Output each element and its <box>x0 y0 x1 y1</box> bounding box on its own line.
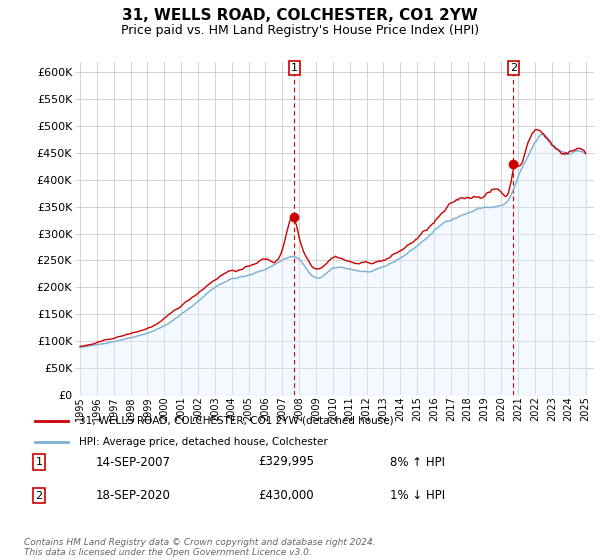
Text: 1: 1 <box>35 457 43 467</box>
Text: 31, WELLS ROAD, COLCHESTER, CO1 2YW: 31, WELLS ROAD, COLCHESTER, CO1 2YW <box>122 8 478 24</box>
Text: 14-SEP-2007: 14-SEP-2007 <box>96 455 171 469</box>
Text: £329,995: £329,995 <box>258 455 314 469</box>
Text: 2: 2 <box>510 63 517 73</box>
Text: 2: 2 <box>35 491 43 501</box>
Text: HPI: Average price, detached house, Colchester: HPI: Average price, detached house, Colc… <box>79 437 328 446</box>
Text: Price paid vs. HM Land Registry's House Price Index (HPI): Price paid vs. HM Land Registry's House … <box>121 24 479 36</box>
Text: 1% ↓ HPI: 1% ↓ HPI <box>390 489 445 502</box>
Text: 18-SEP-2020: 18-SEP-2020 <box>96 489 171 502</box>
Text: £430,000: £430,000 <box>258 489 314 502</box>
Text: 1: 1 <box>291 63 298 73</box>
Text: 8% ↑ HPI: 8% ↑ HPI <box>390 455 445 469</box>
Text: 31, WELLS ROAD, COLCHESTER, CO1 2YW (detached house): 31, WELLS ROAD, COLCHESTER, CO1 2YW (det… <box>79 416 394 426</box>
Text: Contains HM Land Registry data © Crown copyright and database right 2024.
This d: Contains HM Land Registry data © Crown c… <box>24 538 376 557</box>
